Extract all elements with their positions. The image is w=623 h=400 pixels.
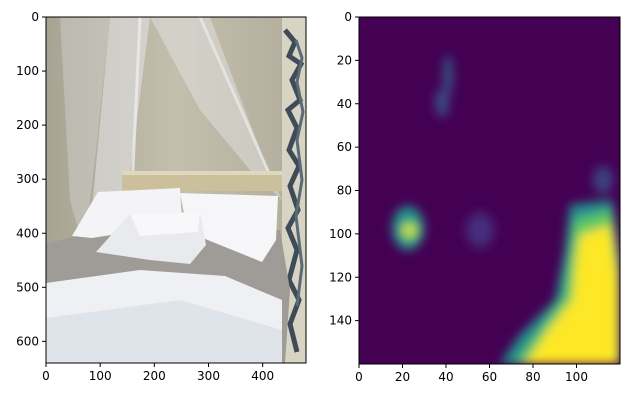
heatmap-y-tick-label: 20 bbox=[337, 53, 352, 67]
heatmap-y-tick-label: 120 bbox=[329, 270, 352, 284]
heatmap-x-tick-label: 80 bbox=[525, 370, 540, 384]
photo-y-tick-label: 200 bbox=[16, 118, 39, 132]
heatmap-x-tick-label: 60 bbox=[482, 370, 497, 384]
photo-frame bbox=[45, 16, 307, 364]
heatmap-y-axis: 0 20 40 60 80 100 120 140 bbox=[329, 10, 359, 328]
photo-y-axis: 0 100 200 300 400 500 600 bbox=[16, 10, 46, 348]
heatmap-x-tick-label: 100 bbox=[565, 370, 588, 384]
heatmap-x-tick-label: 40 bbox=[438, 370, 453, 384]
photo-x-tick-label: 0 bbox=[42, 369, 50, 383]
heatmap-y-tick-label: 80 bbox=[337, 184, 352, 198]
heatmap-x-axis: 0 20 40 60 80 100 bbox=[355, 364, 588, 384]
heatmap-x-tick-label: 0 bbox=[355, 370, 363, 384]
photo-x-tick-label: 200 bbox=[143, 369, 166, 383]
heatmap-y-tick-label: 0 bbox=[344, 10, 352, 24]
heatmap-y-tick-label: 60 bbox=[337, 140, 352, 154]
photo-x-tick-label: 300 bbox=[197, 369, 220, 383]
photo-x-axis: 0 100 200 300 400 bbox=[42, 363, 274, 383]
heatmap-panel: 0 20 40 60 80 100 0 20 40 60 80 100 120 140 bbox=[329, 10, 621, 384]
photo-y-tick-label: 400 bbox=[16, 226, 39, 240]
photo-x-tick-label: 100 bbox=[89, 369, 112, 383]
photo-y-tick-label: 300 bbox=[16, 172, 39, 186]
photo-panel: 0 100 200 300 400 0 100 200 300 400 500 600 bbox=[16, 10, 307, 383]
photo-x-tick-label: 400 bbox=[251, 369, 274, 383]
photo-y-tick-label: 100 bbox=[16, 64, 39, 78]
bedroom-photo bbox=[46, 17, 306, 363]
heatmap-y-tick-label: 100 bbox=[329, 227, 352, 241]
heatmap-y-tick-label: 40 bbox=[337, 97, 352, 111]
heatmap-y-tick-label: 140 bbox=[329, 314, 352, 328]
photo-y-tick-label: 500 bbox=[16, 280, 39, 294]
photo-y-tick-label: 0 bbox=[31, 10, 39, 24]
heatmap-image bbox=[359, 17, 620, 364]
photo-y-tick-label: 600 bbox=[16, 334, 39, 348]
heatmap-x-tick-label: 20 bbox=[395, 370, 410, 384]
